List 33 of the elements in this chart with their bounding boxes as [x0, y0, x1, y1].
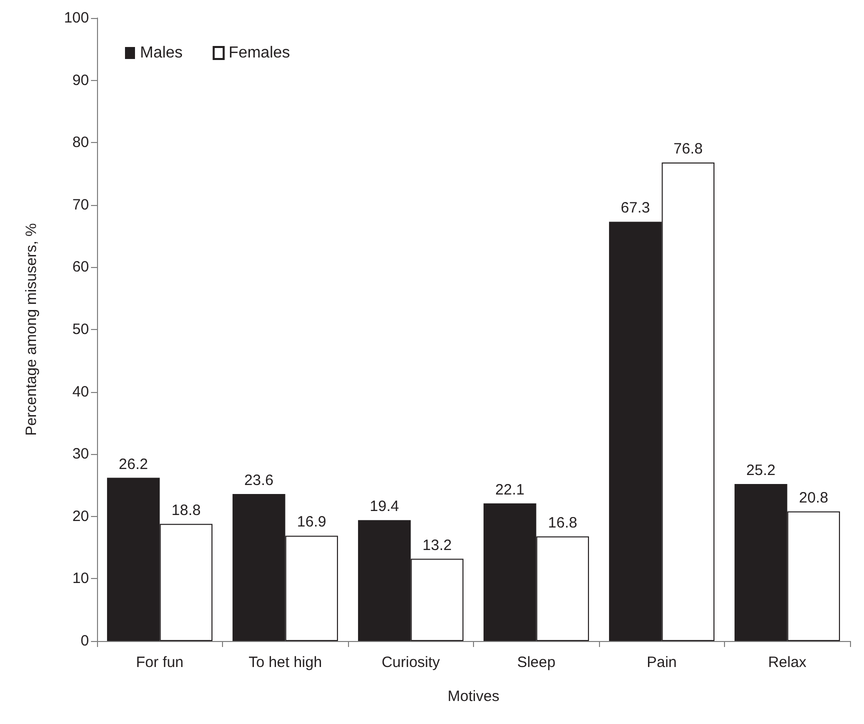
legend-label: Males — [140, 44, 183, 62]
y-tick-label: 80 — [72, 134, 89, 152]
x-tick-label: For fun — [136, 654, 184, 671]
y-tick-label: 100 — [64, 10, 89, 26]
y-tick-label: 40 — [72, 383, 89, 400]
data-label: 76.8 — [674, 140, 703, 158]
data-label: 67.3 — [620, 200, 650, 217]
x-tick-label: Curiosity — [382, 654, 440, 671]
data-label: 26.2 — [118, 456, 148, 473]
data-label: 18.8 — [172, 502, 201, 519]
y-tick-label: 0 — [80, 632, 89, 650]
x-axis-title: Motives — [448, 688, 500, 705]
data-label: 16.9 — [297, 514, 326, 531]
data-label: 25.2 — [746, 462, 776, 480]
x-tick-label: Pain — [646, 654, 677, 671]
y-tick-label: 20 — [72, 508, 89, 525]
data-label: 13.2 — [422, 536, 452, 554]
y-tick-label: 30 — [72, 446, 89, 463]
data-label: 19.4 — [370, 498, 399, 516]
x-tick-label: Sleep — [517, 654, 556, 671]
data-label: 20.8 — [799, 489, 828, 506]
data-label: 16.8 — [548, 514, 578, 532]
y-tick-label: 70 — [72, 196, 89, 214]
x-tick-label: To het high — [248, 654, 322, 671]
data-label: 22.1 — [495, 481, 524, 498]
x-tick-label: Relax — [768, 654, 807, 671]
y-tick-label: 90 — [72, 72, 89, 89]
y-tick-label: 10 — [72, 570, 89, 588]
y-tick-label: 60 — [72, 258, 89, 276]
legend-label: Females — [228, 44, 290, 62]
y-axis-title: Percentage among misusers, % — [23, 223, 40, 436]
y-tick-label: 50 — [72, 321, 89, 338]
data-label: 23.6 — [244, 472, 274, 489]
